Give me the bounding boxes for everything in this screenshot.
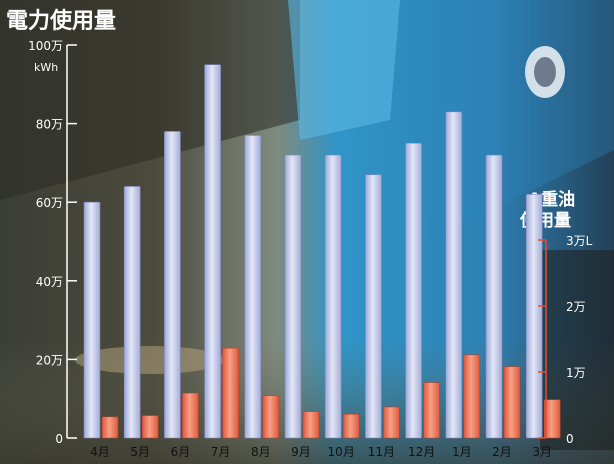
- x-tick-label: 12月: [408, 445, 435, 459]
- chart-title: 電力使用量: [6, 9, 116, 34]
- electricity-bar: [445, 111, 463, 439]
- right-tick-label: 1万: [566, 366, 586, 380]
- electricity-bar: [405, 142, 422, 439]
- left-tick-label: 40万: [36, 275, 63, 289]
- electricity-bar: [123, 186, 141, 439]
- electricity-bar: [525, 194, 543, 439]
- left-axis-unit: kWh: [34, 61, 58, 74]
- oil-bar: [262, 395, 280, 439]
- x-tick-label: 3月: [532, 445, 552, 459]
- x-tick-label: 6月: [171, 445, 191, 459]
- oil-bar: [182, 392, 199, 439]
- x-tick-label: 8月: [251, 445, 271, 459]
- oil-bar: [302, 411, 320, 439]
- x-tick-label: 7月: [211, 445, 231, 459]
- right-tick-label: 3万L: [566, 234, 593, 248]
- left-tick-label: 20万: [36, 353, 63, 367]
- oil-bar: [342, 413, 360, 439]
- electricity-bar: [365, 174, 382, 439]
- left-tick-label: 60万: [36, 196, 63, 210]
- electricity-bar: [204, 64, 221, 439]
- electricity-bar: [244, 135, 262, 439]
- left-tick-label: 0: [55, 432, 63, 446]
- x-tick-label: 2月: [492, 445, 512, 459]
- electricity-bar: [324, 154, 342, 439]
- electricity-bar: [284, 154, 302, 439]
- x-tick-label: 4月: [90, 445, 110, 459]
- bars-layer: [83, 64, 561, 439]
- tick-labels-layer: 4月 5月 6月 7月 8月 9月 10月 11月 12月 1月 2月 3月 0 20万 40万 60万 80万…: [28, 39, 593, 459]
- x-tick-label: 5月: [130, 445, 150, 459]
- oil-bar: [383, 406, 400, 439]
- left-tick-label: 80万: [36, 118, 63, 132]
- x-tick-label: 1月: [452, 445, 472, 459]
- axes-layer: [66, 44, 547, 439]
- oil-bar: [101, 416, 119, 439]
- right-tick-label: 0: [566, 432, 574, 446]
- x-tick-label: 10月: [328, 445, 355, 459]
- electricity-bar: [83, 201, 101, 439]
- oil-bar: [543, 399, 561, 439]
- x-tick-label: 9月: [291, 445, 311, 459]
- oil-bar: [503, 366, 521, 439]
- oil-bar: [141, 415, 159, 439]
- left-tick-label: 100万: [28, 39, 63, 53]
- electricity-bar: [485, 154, 503, 439]
- oil-bar: [463, 354, 481, 439]
- x-tick-label: 11月: [368, 445, 395, 459]
- electricity-bar: [164, 131, 181, 439]
- right-tick-label: 2万: [566, 300, 586, 314]
- oil-bar: [423, 382, 440, 439]
- oil-bar: [222, 347, 239, 439]
